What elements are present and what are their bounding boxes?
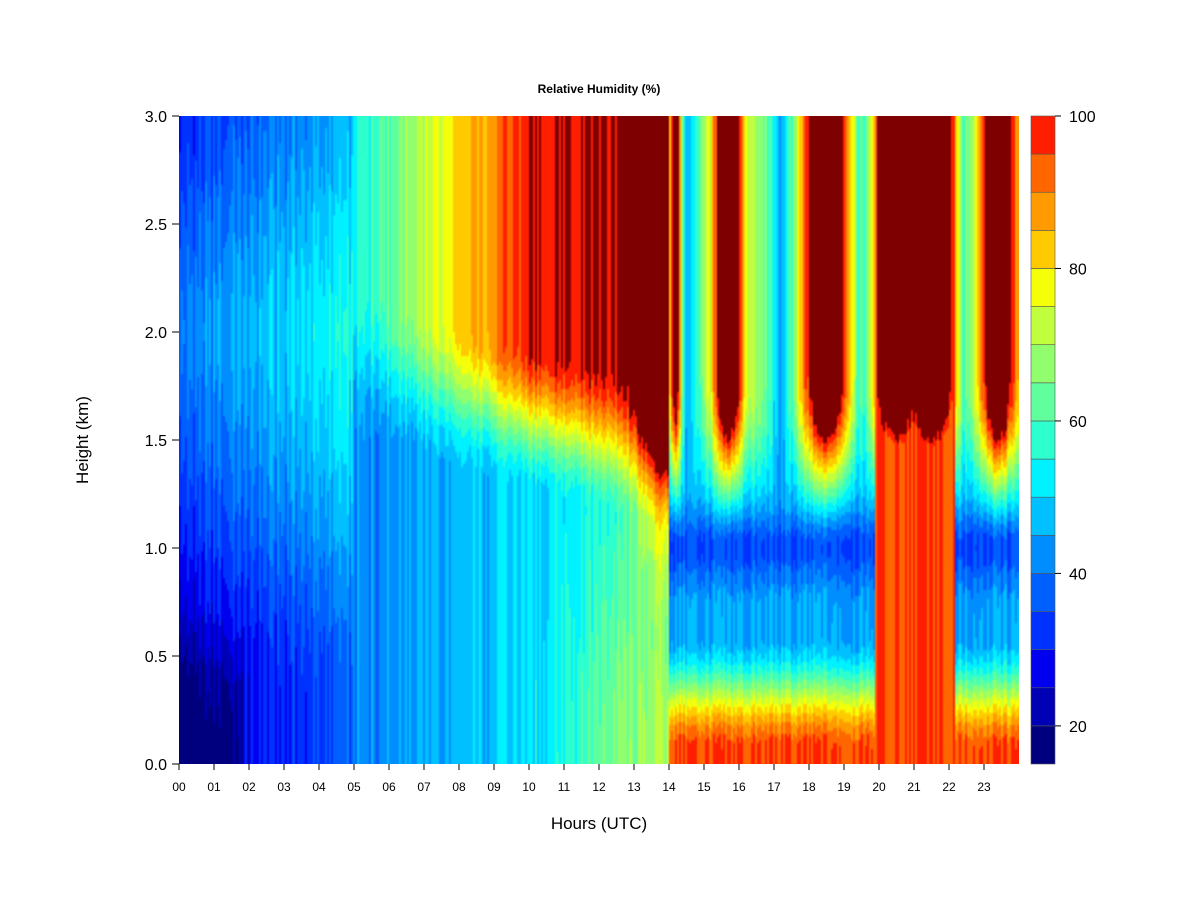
y-axis-label: Height (km)	[73, 396, 92, 484]
colorbar-tick-label: 60	[1069, 414, 1087, 431]
colorbar-segment	[1030, 725, 1056, 765]
x-tick-label: 12	[592, 780, 606, 794]
colorbar: 20 40 60 80 100	[1030, 109, 1096, 765]
x-tick-label: 13	[627, 780, 641, 794]
colorbar-segment	[1030, 458, 1056, 498]
colorbar-segment	[1030, 230, 1056, 269]
chart-title: Relative Humidity (%)	[538, 82, 661, 96]
y-tick-label: 1.0	[145, 541, 167, 558]
x-tick-label: 06	[382, 780, 396, 794]
colorbar-segment	[1030, 534, 1056, 574]
x-tick-label: 21	[907, 780, 921, 794]
colorbar-segment	[1030, 153, 1056, 193]
x-tick-label: 01	[207, 780, 221, 794]
y-tick-label: 1.5	[145, 433, 167, 450]
colorbar-segment	[1030, 611, 1056, 650]
y-axis: 0.0 0.5 1.0 1.5 2.0 2.5 3.0	[145, 109, 179, 774]
x-tick-label: 23	[977, 780, 991, 794]
x-tick-label: 04	[312, 780, 326, 794]
colorbar-segment	[1030, 649, 1056, 689]
x-tick-label: 09	[487, 780, 501, 794]
colorbar-tick-label: 100	[1069, 109, 1096, 126]
y-tick-label: 0.5	[145, 649, 167, 666]
colorbar-segment	[1030, 115, 1056, 155]
colorbar-tick-label: 20	[1069, 719, 1087, 736]
x-tick-label: 15	[697, 780, 711, 794]
colorbar-tick-label: 40	[1069, 566, 1087, 583]
x-tick-label: 05	[347, 780, 361, 794]
x-tick-label: 00	[172, 780, 186, 794]
heatmap	[179, 116, 1019, 764]
colorbar-tick-label: 80	[1069, 261, 1087, 278]
x-tick-label: 20	[872, 780, 886, 794]
x-tick-label: 19	[837, 780, 851, 794]
x-tick-label: 17	[767, 780, 781, 794]
colorbar-segment	[1030, 268, 1056, 307]
colorbar-segment	[1030, 496, 1056, 536]
x-tick-label: 18	[802, 780, 816, 794]
x-tick-label: 11	[558, 780, 571, 794]
x-tick-label: 03	[277, 780, 291, 794]
x-tick-label: 02	[242, 780, 256, 794]
heatmap-field	[179, 116, 1019, 764]
x-tick-label: 22	[942, 780, 956, 794]
y-tick-label: 3.0	[145, 109, 167, 126]
colorbar-segment	[1030, 573, 1056, 612]
colorbar-segment	[1030, 687, 1056, 727]
x-tick-label: 07	[417, 780, 431, 794]
colorbar-segment	[1030, 344, 1056, 384]
x-axis-label: Hours (UTC)	[551, 814, 647, 833]
y-tick-label: 2.5	[145, 217, 167, 234]
x-axis: 00 01 02 03 04 05 06 07 08 09 10 11 12 13 14 15 16 17 18 19…	[172, 764, 991, 794]
colorbar-segment	[1030, 420, 1056, 460]
x-tick-label: 08	[452, 780, 466, 794]
colorbar-segment	[1030, 306, 1056, 346]
y-tick-label: 2.0	[145, 325, 167, 342]
colorbar-segment	[1030, 191, 1056, 231]
y-tick-label: 0.0	[145, 757, 167, 774]
x-tick-label: 10	[522, 780, 536, 794]
x-tick-label: 16	[732, 780, 746, 794]
x-tick-label: 14	[662, 780, 676, 794]
colorbar-segment	[1030, 382, 1056, 422]
